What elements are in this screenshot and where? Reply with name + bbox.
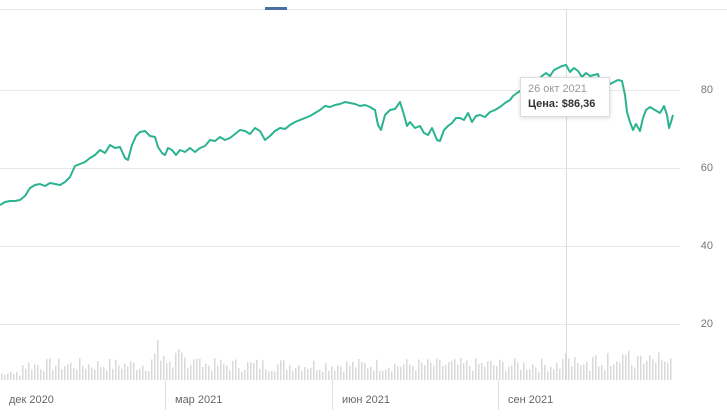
x-tick-dec-2020: дек 2020 (9, 394, 54, 406)
y-tick-20: 20 (700, 318, 713, 330)
y-tick-80: 80 (700, 84, 713, 96)
y-tick-60: 60 (700, 162, 713, 174)
y-tick-40: 40 (700, 240, 713, 252)
volume-bars (1, 340, 672, 380)
x-tick-jun-2021: июн 2021 (342, 394, 390, 406)
gridlines (0, 90, 680, 325)
top-divider (0, 9, 727, 10)
x-tick-separators (165, 380, 499, 410)
price-line (0, 64, 674, 206)
active-tab-indicator[interactable] (265, 7, 287, 10)
tooltip-price: Цена: $86,36 (528, 98, 596, 110)
x-tick-sep-2021: сен 2021 (508, 394, 554, 406)
price-tooltip: 26 окт 2021 Цена: $86,36 (520, 77, 610, 117)
tooltip-date: 26 окт 2021 (528, 83, 587, 95)
x-tick-mar-2021: мар 2021 (175, 394, 223, 406)
